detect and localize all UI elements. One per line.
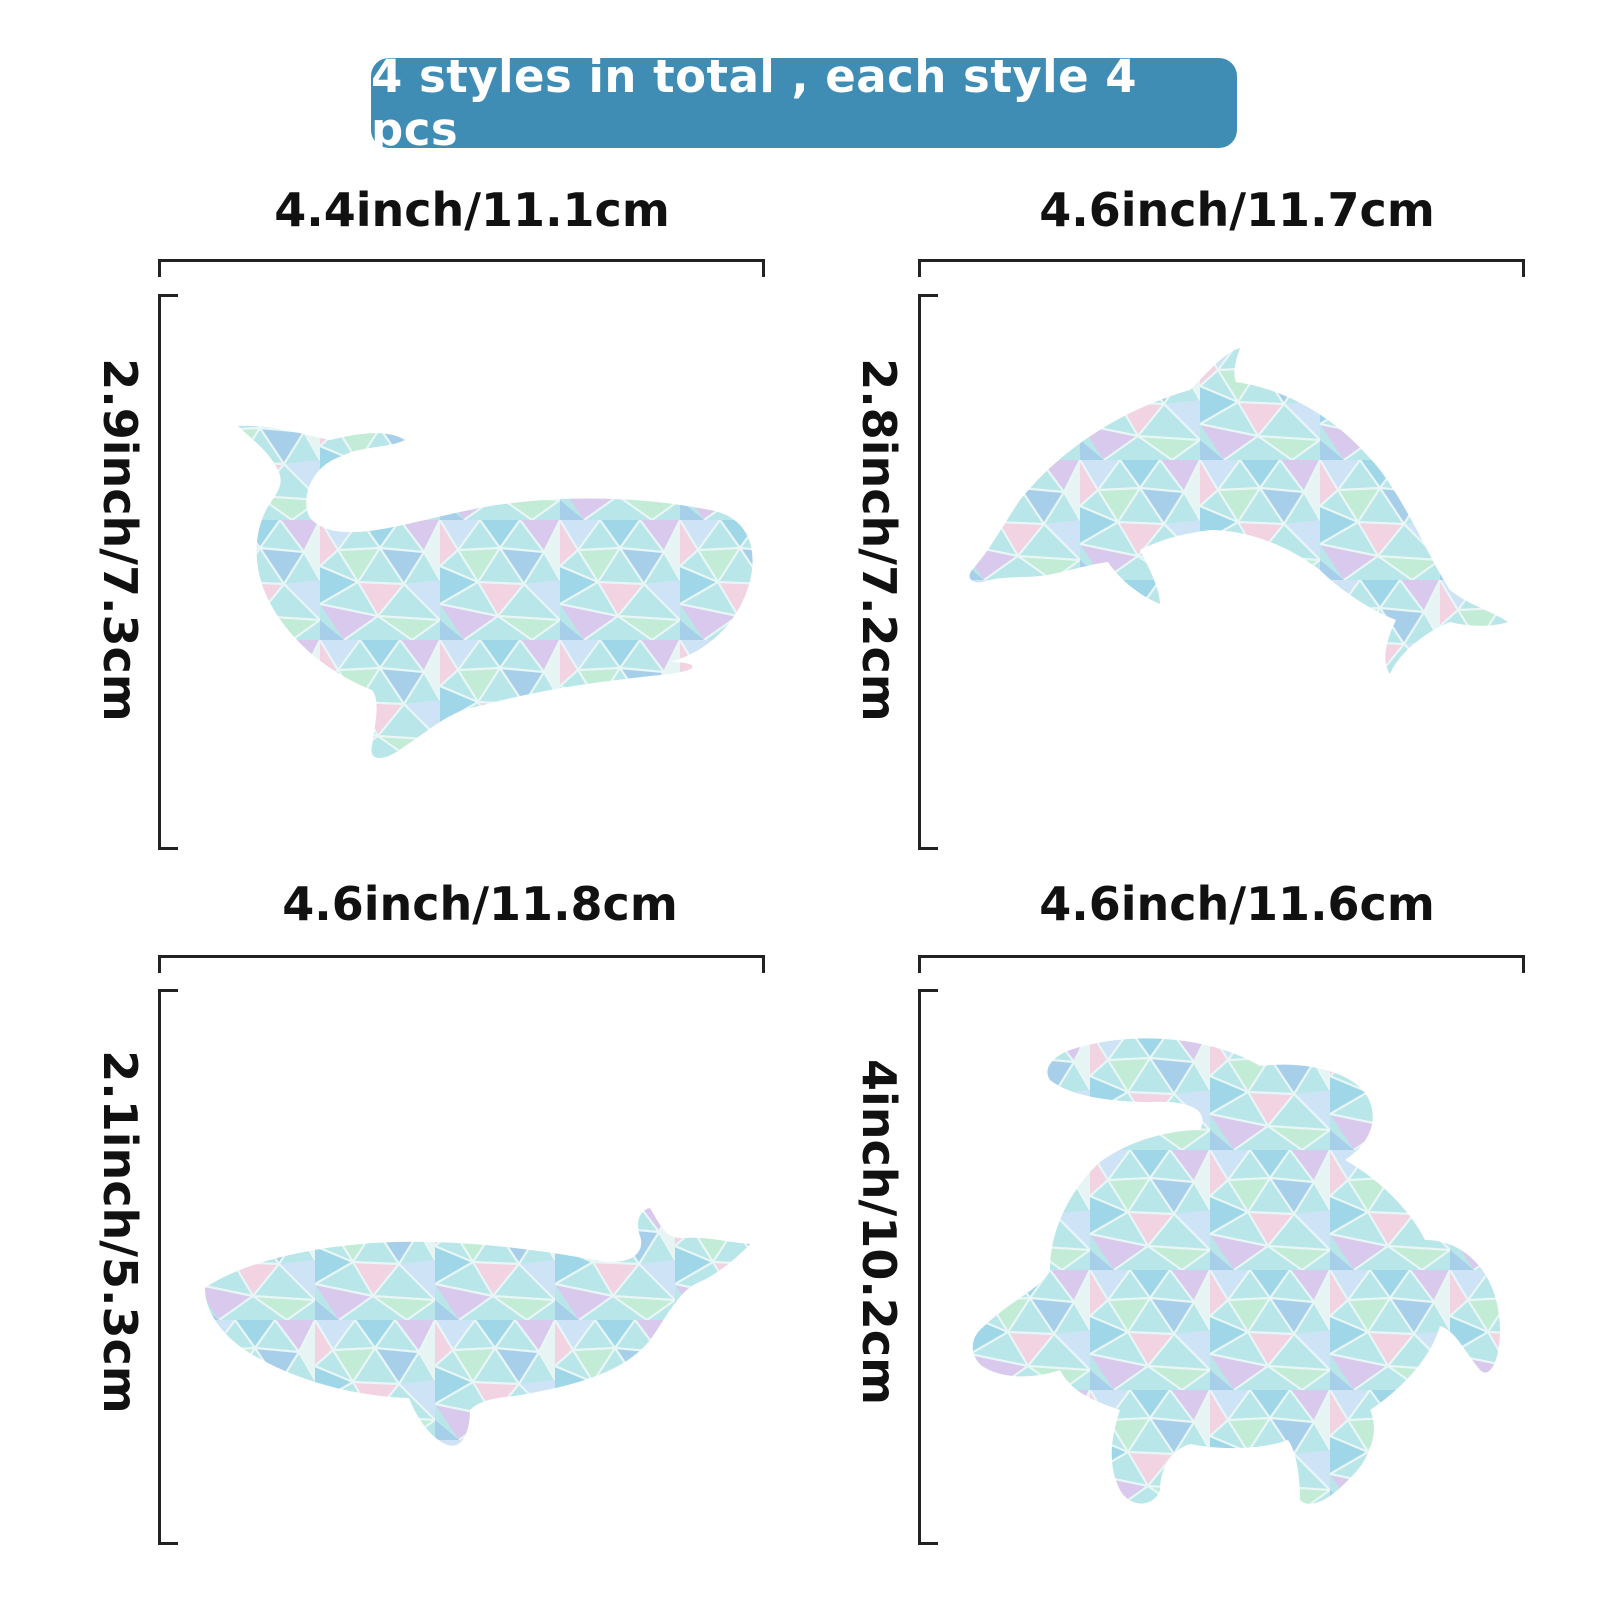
item-1-width-bracket [158,259,765,277]
item-1-height-label: 2.9inch/7.3cm [93,358,147,722]
item-4-height-label: 4inch/10.2cm [852,1058,906,1406]
sea-turtle-sticker [972,1038,1500,1504]
item-4-width-label: 4.6inch/11.6cm [1039,877,1435,931]
item-3-width-label: 4.6inch/11.8cm [282,877,678,931]
item-2-height-bracket [918,294,938,850]
dolphin-sticker [969,348,1508,674]
item-3-width-bracket [158,955,765,973]
banner: 4 styles in total , each style 4 pcs [371,50,1237,156]
item-3-height-bracket [158,989,178,1545]
item-4-height-bracket [918,989,938,1545]
whale-sticker [205,1208,750,1446]
item-3-height-label: 2.1inch/5.3cm [93,1050,147,1414]
item-2-width-bracket [918,259,1525,277]
item-2-height-label: 2.8inch/7.2cm [852,358,906,722]
item-1-width-label: 4.4inch/11.1cm [274,183,670,237]
item-4-width-bracket [918,955,1525,973]
sperm-whale-sticker [238,425,753,758]
banner-text: 4 styles in total , each style 4 pcs [371,50,1138,156]
item-2-width-label: 4.6inch/11.7cm [1039,183,1435,237]
item-1-height-bracket [158,294,178,850]
